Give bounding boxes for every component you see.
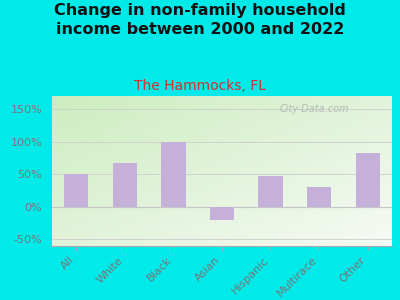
Bar (113, 163, 137, 207)
Bar (258, 176, 283, 207)
Bar (307, 187, 331, 207)
Text: City-Data.com: City-Data.com (280, 103, 350, 113)
Bar (210, 207, 234, 220)
Text: Change in non-family household
income between 2000 and 2022: Change in non-family household income be… (54, 3, 346, 37)
Bar (64, 174, 88, 207)
Text: The Hammocks, FL: The Hammocks, FL (134, 80, 266, 94)
Bar (161, 142, 186, 207)
Bar (356, 153, 380, 207)
